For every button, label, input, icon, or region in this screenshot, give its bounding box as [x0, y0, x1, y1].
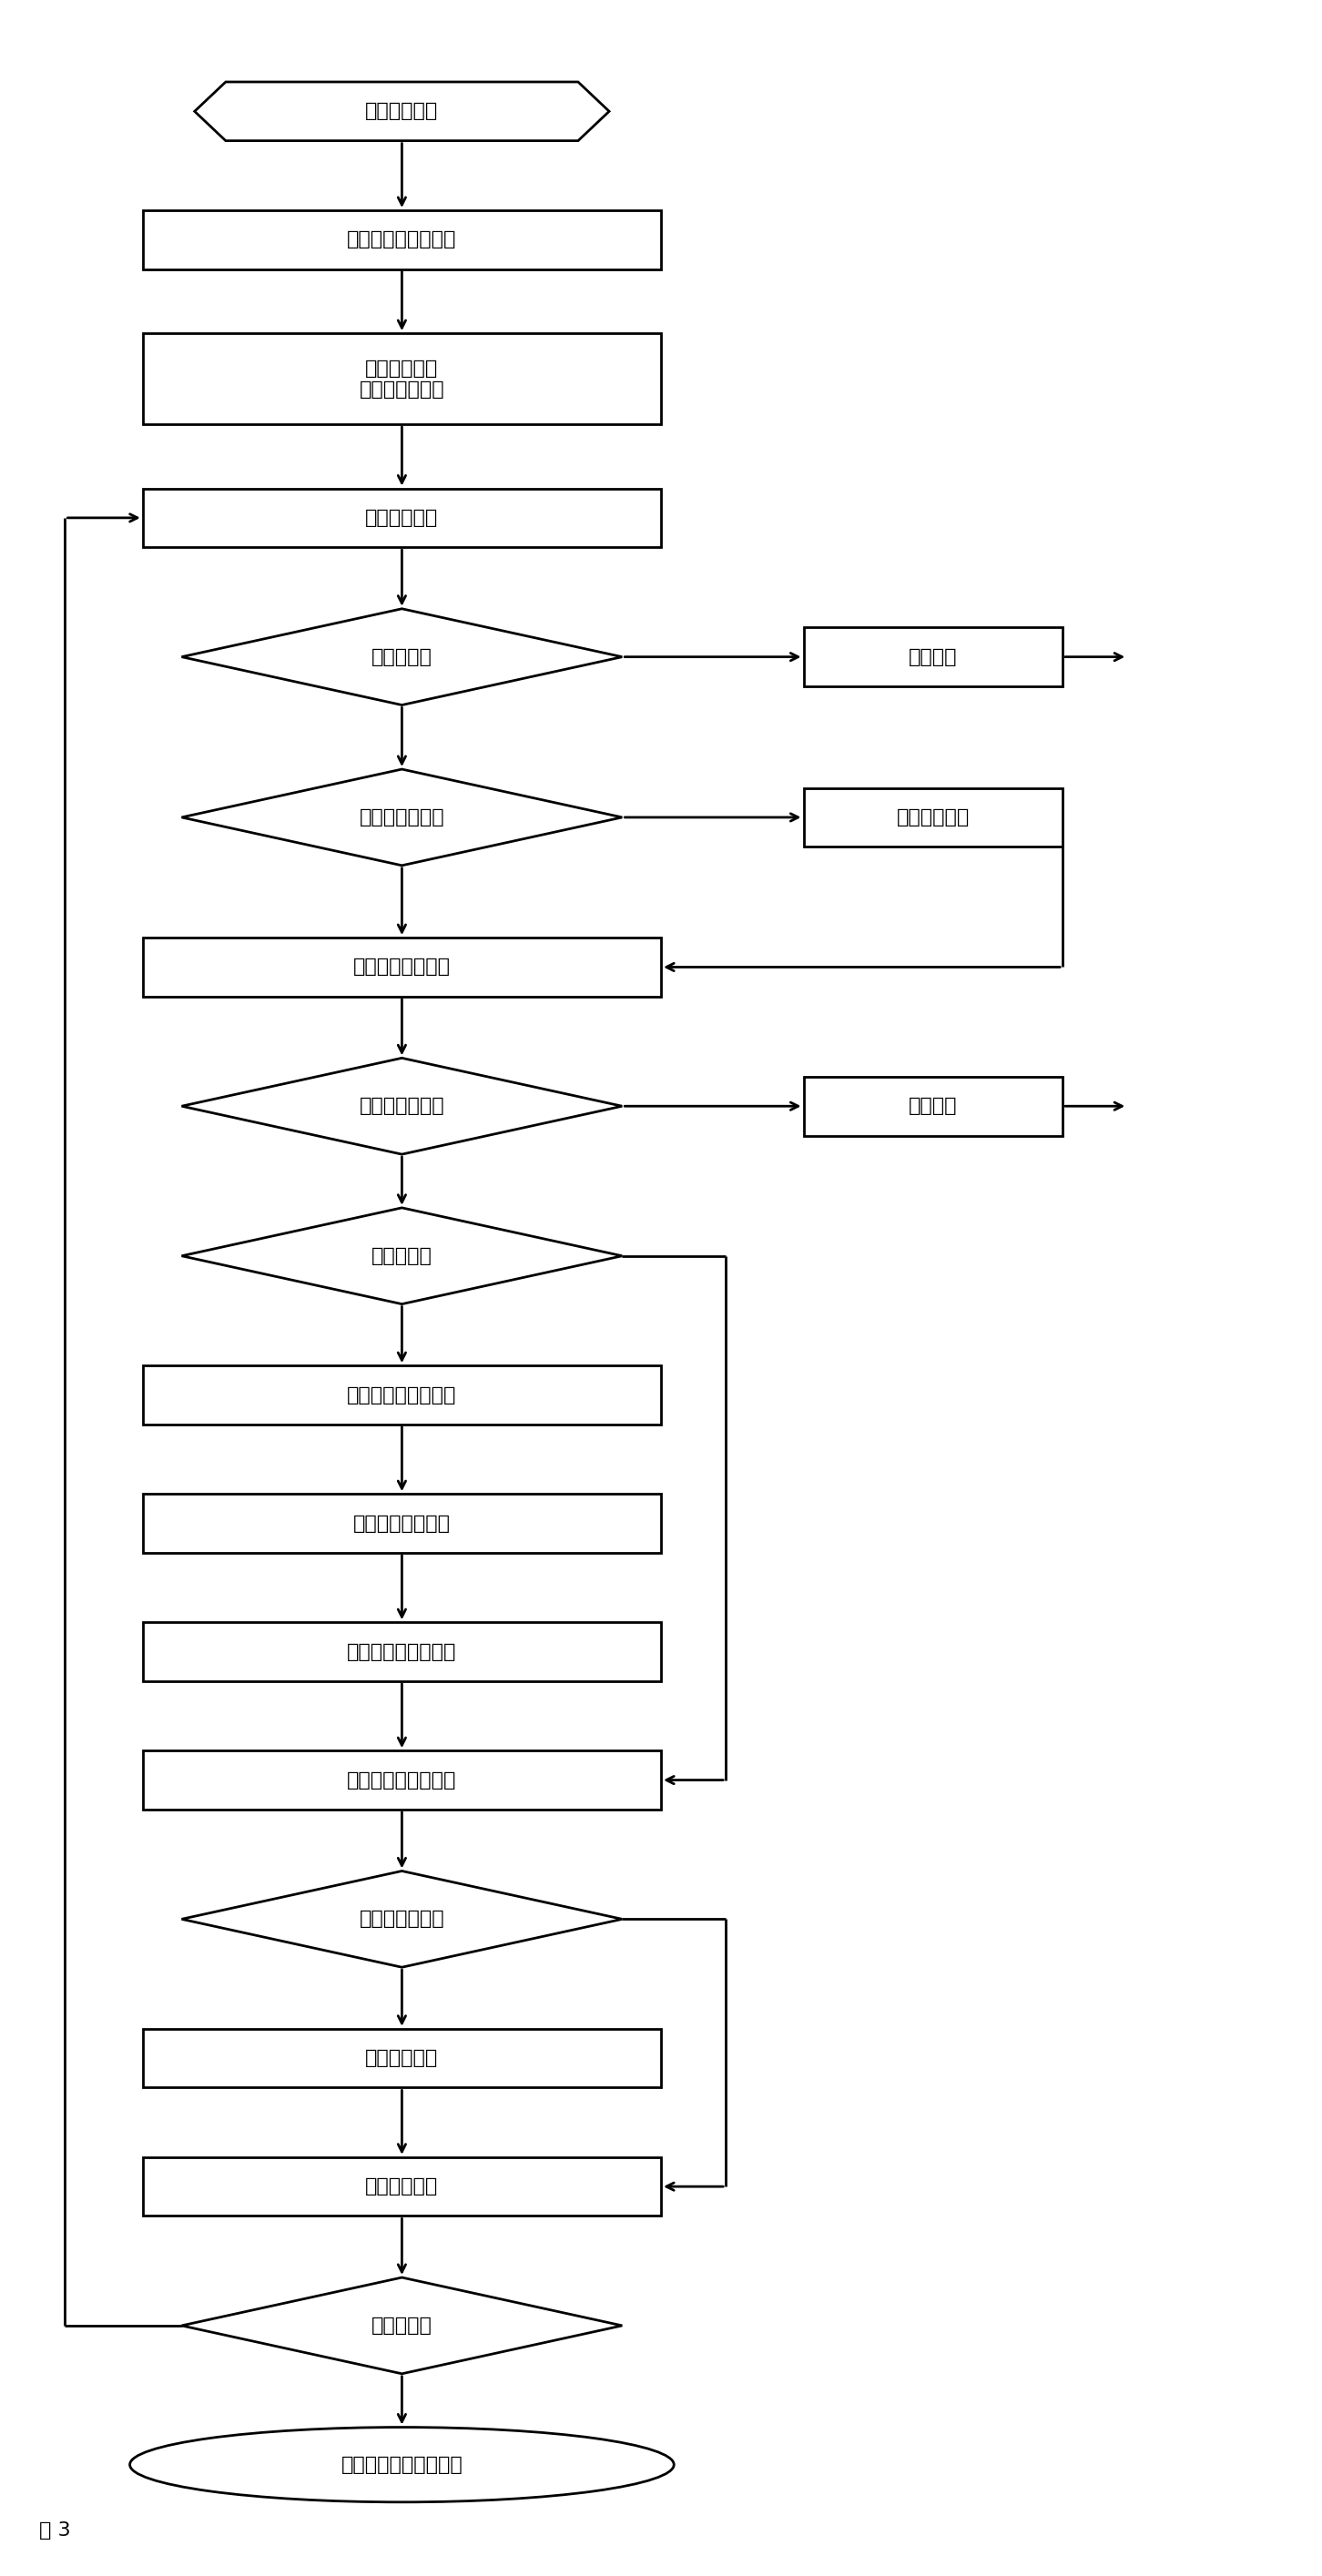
Polygon shape — [181, 1870, 623, 1968]
Polygon shape — [181, 1208, 623, 1303]
Text: 启动自动控制: 启动自动控制 — [365, 103, 439, 121]
Bar — [143, 2156, 661, 2215]
Bar — [143, 489, 661, 546]
Bar — [804, 1077, 1063, 1136]
Polygon shape — [181, 2277, 623, 2372]
Text: 需要干预否: 需要干预否 — [371, 1247, 432, 1265]
Text: 读取决策库决策策略: 读取决策库决策策略 — [348, 1386, 456, 1404]
Bar — [143, 938, 661, 997]
Text: 模糊干预决策运算: 模糊干预决策运算 — [353, 1515, 451, 1533]
Bar — [804, 629, 1063, 685]
Text: 远程监控请求否: 远程监控请求否 — [360, 1909, 444, 1929]
Text: 处理人为干预: 处理人为干预 — [896, 809, 969, 827]
Text: 生长状态异常否: 生长状态异常否 — [360, 1097, 444, 1115]
Bar — [143, 1623, 661, 1682]
Text: 现场异常否: 现场异常否 — [371, 647, 432, 667]
Text: 图 3: 图 3 — [40, 2522, 70, 2540]
Text: 人为强制干预否: 人为强制干预否 — [360, 809, 444, 827]
Text: 选择打开决策数据库: 选择打开决策数据库 — [348, 232, 456, 250]
Bar — [143, 1494, 661, 1553]
Bar — [143, 1365, 661, 1425]
Bar — [143, 211, 661, 268]
Polygon shape — [194, 82, 609, 142]
Text: 结束自控转到降温控制: 结束自控转到降温控制 — [341, 2455, 463, 2473]
Bar — [804, 788, 1063, 848]
Bar — [143, 332, 661, 425]
Text: 决策数据库数据更新: 决策数据库数据更新 — [348, 1770, 456, 1790]
Text: 发送监控数据: 发送监控数据 — [365, 2048, 439, 2069]
Text: 读取现场状态
初始化控制循环: 读取现场状态 初始化控制循环 — [360, 358, 444, 399]
Bar — [143, 2030, 661, 2087]
Polygon shape — [181, 1059, 623, 1154]
Text: 异常处理: 异常处理 — [908, 1097, 957, 1115]
Ellipse shape — [130, 2427, 674, 2501]
Text: 生长结束否: 生长结束否 — [371, 2316, 432, 2334]
Text: 调整回路调节器参数: 调整回路调节器参数 — [348, 1643, 456, 1662]
Text: 读取现场数据: 读取现场数据 — [365, 507, 439, 528]
Text: 计算晶体生长状态: 计算晶体生长状态 — [353, 958, 451, 976]
Text: 异常处理: 异常处理 — [908, 647, 957, 667]
Text: 状态显示刷新: 状态显示刷新 — [365, 2177, 439, 2195]
Polygon shape — [181, 608, 623, 706]
Polygon shape — [181, 770, 623, 866]
Bar — [143, 1752, 661, 1808]
